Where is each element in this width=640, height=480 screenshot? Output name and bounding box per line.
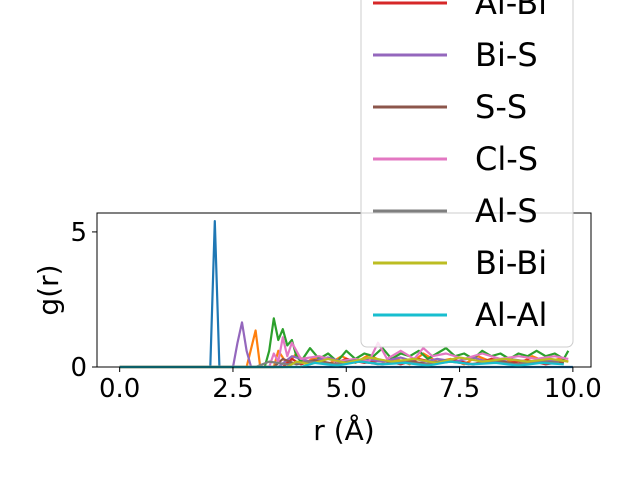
plot-frame bbox=[96, 212, 592, 368]
x-tick-label: 0.0 bbox=[99, 374, 140, 404]
x-tick-label: 2.5 bbox=[212, 374, 253, 404]
series-layer bbox=[119, 220, 573, 369]
legend-label: Al-Bi bbox=[475, 0, 547, 22]
x-tick-label: 10.0 bbox=[544, 374, 602, 404]
legend-box bbox=[360, 0, 574, 348]
series-line-6 bbox=[119, 336, 569, 369]
legend-item: Al-S bbox=[373, 192, 538, 230]
legend: Al-Bi Bi-S S-S Cl-S Al-S Bi-Bi Al-Al bbox=[360, 0, 574, 348]
legend-label: S-S bbox=[475, 88, 527, 126]
x-axis: 0.0 2.5 5.0 7.5 10.0 bbox=[99, 367, 602, 404]
legend-item: Al-Bi bbox=[373, 0, 547, 22]
y-tick-label: 0 bbox=[70, 353, 87, 383]
legend-label: Bi-S bbox=[475, 36, 538, 74]
y-tick-label: 5 bbox=[70, 218, 87, 248]
y-axis: 05 bbox=[70, 218, 97, 383]
legend-label: Cl-S bbox=[475, 140, 538, 178]
legend-item: S-S bbox=[373, 88, 527, 126]
legend-label: Bi-Bi bbox=[475, 244, 547, 282]
legend-item: Cl-S bbox=[373, 140, 538, 178]
legend-label: Al-Al bbox=[475, 296, 547, 334]
series-line-8 bbox=[119, 356, 569, 369]
x-axis-label: r (Å) bbox=[313, 413, 374, 447]
legend-item: Bi-S bbox=[373, 36, 538, 74]
series-line-9 bbox=[119, 360, 564, 369]
y-axis-label: g(r) bbox=[32, 264, 65, 315]
legend-label: Al-S bbox=[475, 192, 538, 230]
x-tick-label: 7.5 bbox=[439, 374, 480, 404]
x-tick-label: 5.0 bbox=[326, 374, 367, 404]
legend-item: Bi-Bi bbox=[373, 244, 547, 282]
legend-item: Al-Al bbox=[373, 296, 547, 334]
